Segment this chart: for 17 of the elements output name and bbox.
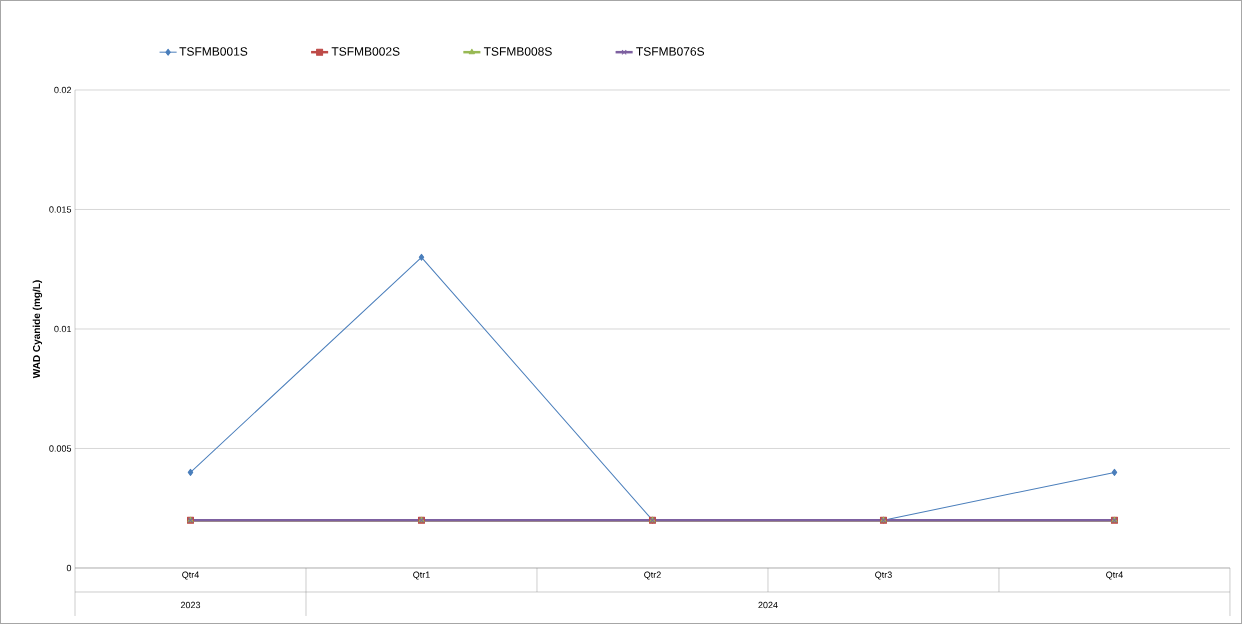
x-tick-label: Qtr4 bbox=[1106, 571, 1123, 580]
legend-label: TSFMB076S bbox=[636, 47, 705, 56]
x-tick-label: Qtr2 bbox=[644, 571, 661, 580]
text: 2024 bbox=[758, 601, 778, 609]
x-tick-label: Qtr4 bbox=[182, 571, 199, 580]
legend-label: TSFMB001S bbox=[179, 47, 248, 56]
y-axis-title: WAD Cyanide (mg/L) bbox=[32, 280, 43, 379]
y-tick-label: 0.02 bbox=[54, 86, 72, 94]
y-tick-label: 0.015 bbox=[49, 206, 72, 213]
y-tick-label: 0 bbox=[66, 564, 72, 572]
x-tick-label: Qtr3 bbox=[875, 571, 892, 580]
y-tick-label: 0.005 bbox=[49, 445, 72, 452]
legend-label: TSFMB002S bbox=[331, 47, 400, 56]
legend-label: TSFMB008S bbox=[483, 47, 552, 56]
text: 2023 bbox=[180, 601, 201, 609]
y-tick-label: 0.01 bbox=[54, 325, 72, 333]
x-tick-label: Qtr1 bbox=[413, 571, 430, 580]
